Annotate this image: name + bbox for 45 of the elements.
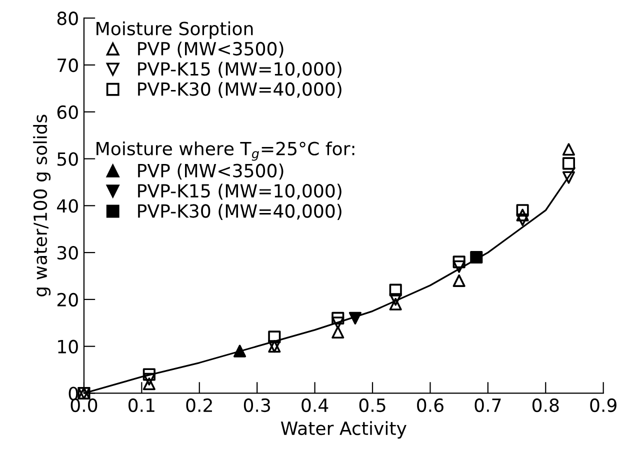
point: [516, 204, 529, 217]
point: [562, 143, 575, 156]
point: [332, 312, 344, 324]
y-tick-label: 60: [57, 105, 78, 119]
y-tick-label: 30: [58, 246, 78, 260]
legend-label: PVP-K30 (MW=40,000): [138, 82, 342, 98]
x-tick-label: 0.0: [70, 398, 98, 412]
point: [389, 284, 402, 296]
y-axis-title: g water/100 g solids: [33, 114, 51, 296]
point: [562, 157, 575, 170]
point: [389, 298, 402, 310]
x-tick-label: 0.5: [359, 398, 386, 412]
x-tick-label: 0.2: [186, 398, 212, 412]
point: [452, 274, 466, 287]
legend-label: PVP (MW<3500): [138, 42, 284, 58]
annotation: Moisture where T$_{g}$=25°C for:: [96, 141, 354, 161]
y-tick-label: 20: [57, 292, 78, 307]
y-tick-label: 50: [58, 152, 78, 166]
point: [332, 326, 344, 339]
x-tick-label: 0.8: [532, 398, 559, 412]
y-tick-label: 70: [58, 58, 78, 72]
point: [562, 171, 575, 184]
x-tick-label: 0.4: [302, 398, 328, 412]
legend-title: Moisture Sorption: [96, 21, 253, 39]
legend-label: PVP-K15 (MW=10,000): [138, 184, 342, 200]
point: [142, 378, 156, 390]
x-tick-label: 0.7: [474, 398, 501, 412]
x-tick-label: 0.3: [244, 398, 270, 412]
point: [348, 312, 362, 324]
legend-label: PVP-K30 (MW=40,000): [138, 204, 342, 220]
y-tick-label: 10: [58, 340, 78, 354]
legend-label: PVP-K15 (MW=10,000): [138, 62, 342, 78]
point: [233, 344, 246, 358]
point: [268, 330, 281, 344]
x-tick-label: 0.9: [590, 398, 616, 412]
y-tick-label: 80: [57, 12, 78, 26]
legend-label: PVP (MW<3500): [138, 164, 284, 180]
point: [452, 260, 466, 273]
point: [142, 368, 156, 381]
point: [452, 256, 466, 268]
y-tick-label: 40: [57, 199, 78, 213]
x-axis-title: Water Activity: [280, 421, 406, 439]
point: [470, 250, 483, 264]
x-tick-label: 0.1: [128, 398, 154, 412]
x-tick-label: 0.6: [417, 398, 444, 412]
